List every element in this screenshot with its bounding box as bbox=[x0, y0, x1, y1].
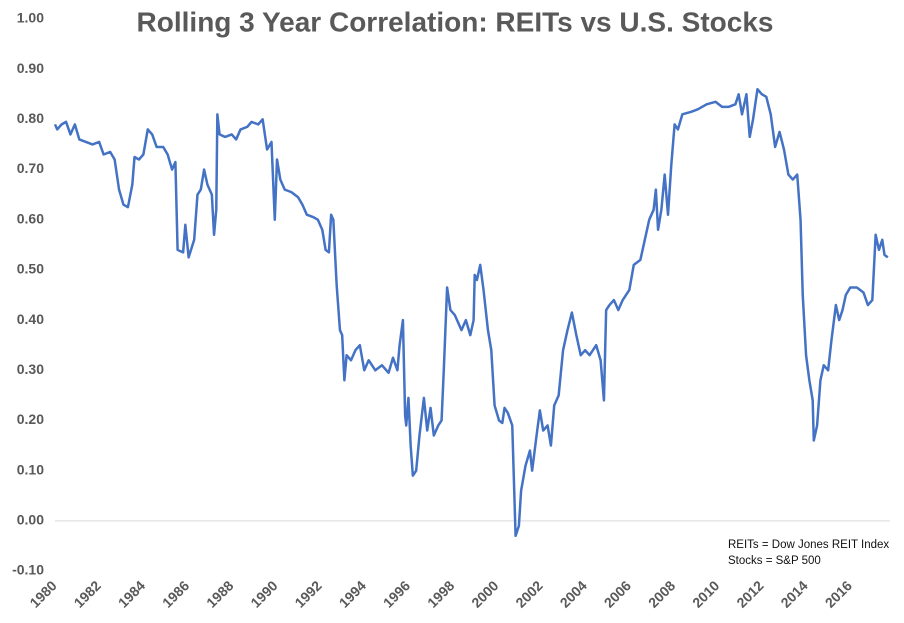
annotation: REITs = Dow Jones REIT Index bbox=[728, 539, 889, 551]
x-tick-label: 2002 bbox=[512, 577, 545, 610]
y-tick-label: 0.70 bbox=[17, 160, 44, 176]
x-tick-label: 2010 bbox=[689, 577, 722, 610]
x-tick-label: 1998 bbox=[424, 577, 457, 610]
x-tick-label: 2000 bbox=[468, 577, 501, 610]
y-tick-label: 0.90 bbox=[17, 60, 44, 76]
y-tick-label: 0.20 bbox=[17, 411, 44, 427]
y-tick-label: 0.80 bbox=[17, 110, 44, 126]
x-tick-label: 1980 bbox=[26, 577, 59, 610]
x-tick-label: 2004 bbox=[557, 577, 590, 610]
y-tick-label: 0.00 bbox=[17, 512, 44, 528]
x-tick-label: 1984 bbox=[115, 577, 148, 610]
annotation: Stocks = S&P 500 bbox=[728, 555, 821, 567]
x-tick-label: 2014 bbox=[777, 577, 810, 610]
y-tick-label: 0.60 bbox=[17, 210, 44, 226]
y-tick-label: 0.30 bbox=[17, 361, 44, 377]
y-tick-label: 1.00 bbox=[17, 10, 44, 26]
x-tick-label: 2008 bbox=[645, 577, 678, 610]
chart-title: Rolling 3 Year Correlation: REITs vs U.S… bbox=[137, 6, 774, 37]
y-tick-label: 0.50 bbox=[17, 261, 44, 277]
x-tick-label: 1990 bbox=[247, 577, 280, 610]
x-tick-label: 2012 bbox=[733, 577, 766, 610]
data-line bbox=[53, 88, 889, 538]
x-tick-label: 1992 bbox=[291, 577, 324, 610]
y-tick-label: -0.10 bbox=[12, 562, 44, 578]
x-tick-label: 1982 bbox=[71, 577, 104, 610]
y-tick-label: 0.10 bbox=[17, 461, 44, 477]
x-tick-label: 1986 bbox=[159, 577, 192, 610]
x-tick-label: 1988 bbox=[203, 577, 236, 610]
y-tick-label: 0.40 bbox=[17, 311, 44, 327]
x-tick-label: 2006 bbox=[601, 577, 634, 610]
x-tick-label: 2016 bbox=[822, 577, 855, 610]
x-tick-label: 1996 bbox=[380, 577, 413, 610]
x-tick-label: 1994 bbox=[336, 577, 369, 610]
